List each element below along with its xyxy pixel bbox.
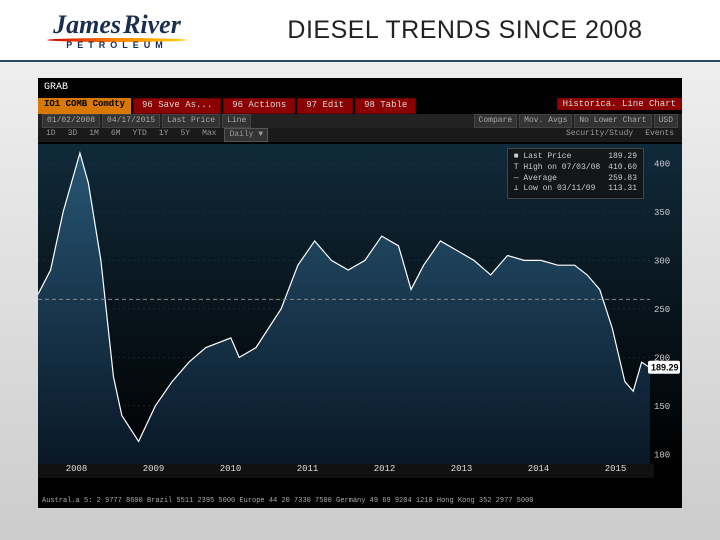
x-axis: 20082009201020112012201320142015 — [38, 464, 654, 478]
slide-root: James River PETROLEUM DIESEL TRENDS SINC… — [0, 0, 720, 540]
terminal-screenshot: GRAB IO1 COMB Comdty 96 Save As... 96 Ac… — [38, 78, 682, 508]
period-1d[interactable]: 1D — [42, 128, 60, 142]
period-max[interactable]: Max — [198, 128, 220, 142]
date-to-input[interactable]: 04/17/2015 — [102, 114, 160, 128]
frequency-select[interactable]: Daily ▼ — [224, 128, 268, 142]
logo-wordmark: James River — [53, 10, 181, 40]
ticker-symbol[interactable]: IO1 COMB Comdty — [38, 98, 131, 114]
logo-word-1: James — [53, 10, 121, 40]
terminal-footer: Austral.a 5: 2 9777 8600 Brazil 5511 239… — [38, 478, 682, 508]
x-tick-label: 2014 — [500, 464, 577, 478]
style-select[interactable]: Line — [222, 114, 251, 128]
svg-text:400: 400 — [654, 159, 670, 169]
period-3d[interactable]: 3D — [64, 128, 82, 142]
period-1m[interactable]: 1M — [85, 128, 103, 142]
footer-line-1: Austral.a 5: 2 9777 8600 Brazil 5511 239… — [42, 497, 678, 506]
slide-title: DIESEL TRENDS SINCE 2008 — [222, 16, 708, 45]
x-tick-label: 2013 — [423, 464, 500, 478]
logo-subtitle: PETROLEUM — [66, 40, 168, 50]
legend-row: T High on 07/03/08410.60 — [514, 163, 637, 174]
grab-label: GRAB — [44, 82, 68, 93]
x-tick-label: 2008 — [38, 464, 115, 478]
chart-legend: ■ Last Price189.29 T High on 07/03/08410… — [507, 148, 644, 199]
security-study-button[interactable]: Security/Study — [562, 128, 637, 142]
lower-chart-select[interactable]: No Lower Chart — [574, 114, 651, 128]
terminal-toolbar-2: 01/02/2008 04/17/2015 Last Price Line Co… — [38, 114, 682, 128]
date-from-input[interactable]: 01/02/2008 — [42, 114, 100, 128]
svg-text:189.29: 189.29 — [651, 363, 679, 373]
period-5y[interactable]: 5Y — [176, 128, 194, 142]
svg-text:250: 250 — [654, 305, 670, 315]
field-select[interactable]: Last Price — [162, 114, 220, 128]
compare-button[interactable]: Compare — [474, 114, 518, 128]
company-logo: James River PETROLEUM — [12, 10, 222, 50]
movavg-button[interactable]: Mov. Avgs — [519, 114, 572, 128]
bloomberg-terminal: GRAB IO1 COMB Comdty 96 Save As... 96 Ac… — [38, 78, 682, 508]
x-tick-label: 2010 — [192, 464, 269, 478]
logo-word-2: River — [123, 10, 181, 40]
svg-text:350: 350 — [654, 208, 670, 218]
currency-select[interactable]: USD — [654, 114, 678, 128]
x-tick-label: 2009 — [115, 464, 192, 478]
legend-row: — Average259.83 — [514, 174, 637, 185]
chart-type-label: Historica. Line Chart — [557, 98, 682, 110]
legend-row: ■ Last Price189.29 — [514, 152, 637, 163]
terminal-toolbar-1: IO1 COMB Comdty 96 Save As... 96 Actions… — [38, 98, 682, 114]
tab-actions[interactable]: 96 Actions — [223, 98, 295, 114]
svg-text:300: 300 — [654, 256, 670, 266]
tab-edit[interactable]: 97 Edit — [297, 98, 353, 114]
period-1y[interactable]: 1Y — [155, 128, 173, 142]
legend-row: ⊥ Low on 03/11/09113.31 — [514, 184, 637, 195]
period-6m[interactable]: 6M — [107, 128, 125, 142]
slide-header: James River PETROLEUM DIESEL TRENDS SINC… — [0, 0, 720, 62]
x-tick-label: 2012 — [346, 464, 423, 478]
tab-table[interactable]: 98 Table — [355, 98, 416, 114]
svg-text:100: 100 — [654, 450, 670, 460]
svg-text:150: 150 — [654, 402, 670, 412]
events-button[interactable]: Events — [641, 128, 678, 142]
x-tick-label: 2011 — [269, 464, 346, 478]
tab-save[interactable]: 96 Save As... — [133, 98, 221, 114]
terminal-toolbar-3: 1D 3D 1M 6M YTD 1Y 5Y Max Daily ▼ Securi… — [38, 128, 682, 142]
x-tick-label: 2015 — [577, 464, 654, 478]
period-ytd[interactable]: YTD — [128, 128, 150, 142]
